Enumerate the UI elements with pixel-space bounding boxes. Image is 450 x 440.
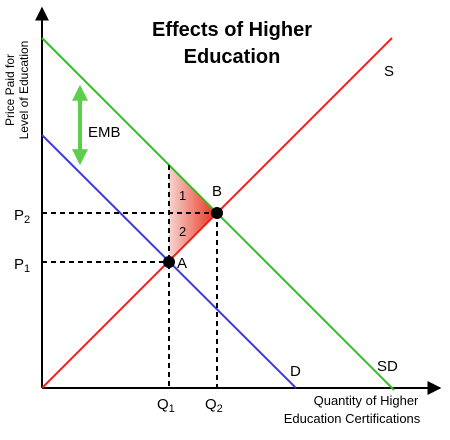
x-axis-label: Quantity of Higher	[314, 393, 419, 408]
label-main: P	[14, 207, 24, 224]
emb-label: EMB	[88, 124, 121, 141]
label-sub: 1	[24, 263, 30, 275]
label-main: P	[14, 256, 24, 273]
y-axis-label: Price Paid for	[3, 54, 17, 126]
label-main: Q	[157, 396, 169, 413]
quantity-label: Q1	[157, 396, 175, 415]
point-b	[211, 207, 223, 219]
curve-label: SD	[377, 358, 398, 375]
y-axis-label: Level of Education	[17, 41, 31, 140]
region-label: 1	[179, 188, 186, 203]
label-sub: 2	[24, 214, 30, 226]
title: Education	[184, 46, 281, 68]
point-label: B	[212, 183, 222, 200]
quantity-label: Q2	[205, 396, 223, 415]
guide-lines	[42, 165, 218, 388]
x-axis-label: Education Certifications	[284, 411, 421, 426]
title: Effects of Higher	[152, 19, 312, 41]
label-sub: 1	[169, 403, 175, 415]
point-label: A	[177, 255, 187, 272]
region-label: 2	[179, 224, 186, 239]
label-main: Q	[205, 396, 217, 413]
point-a	[163, 256, 175, 268]
price-label: P2	[14, 207, 30, 226]
price-label: P1	[14, 256, 30, 275]
curve-label: D	[290, 363, 301, 380]
label-sub: 2	[217, 403, 223, 415]
curve-label: S	[384, 63, 394, 80]
